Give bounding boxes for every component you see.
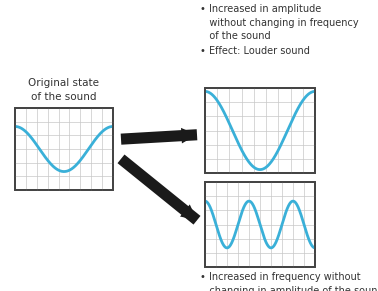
Text: • Increased in frequency without
   changing in amplitude of the sound: • Increased in frequency without changin… xyxy=(200,272,378,291)
Bar xyxy=(205,88,315,173)
Bar xyxy=(205,182,315,267)
Bar xyxy=(205,182,315,267)
Text: • Effect: Louder sound: • Effect: Louder sound xyxy=(200,46,310,56)
Text: • Increased in amplitude
   without changing in frequency
   of the sound: • Increased in amplitude without changin… xyxy=(200,4,359,41)
Bar xyxy=(15,108,113,190)
Text: Original state
of the sound: Original state of the sound xyxy=(28,78,99,102)
Bar xyxy=(15,108,113,190)
Bar xyxy=(205,88,315,173)
